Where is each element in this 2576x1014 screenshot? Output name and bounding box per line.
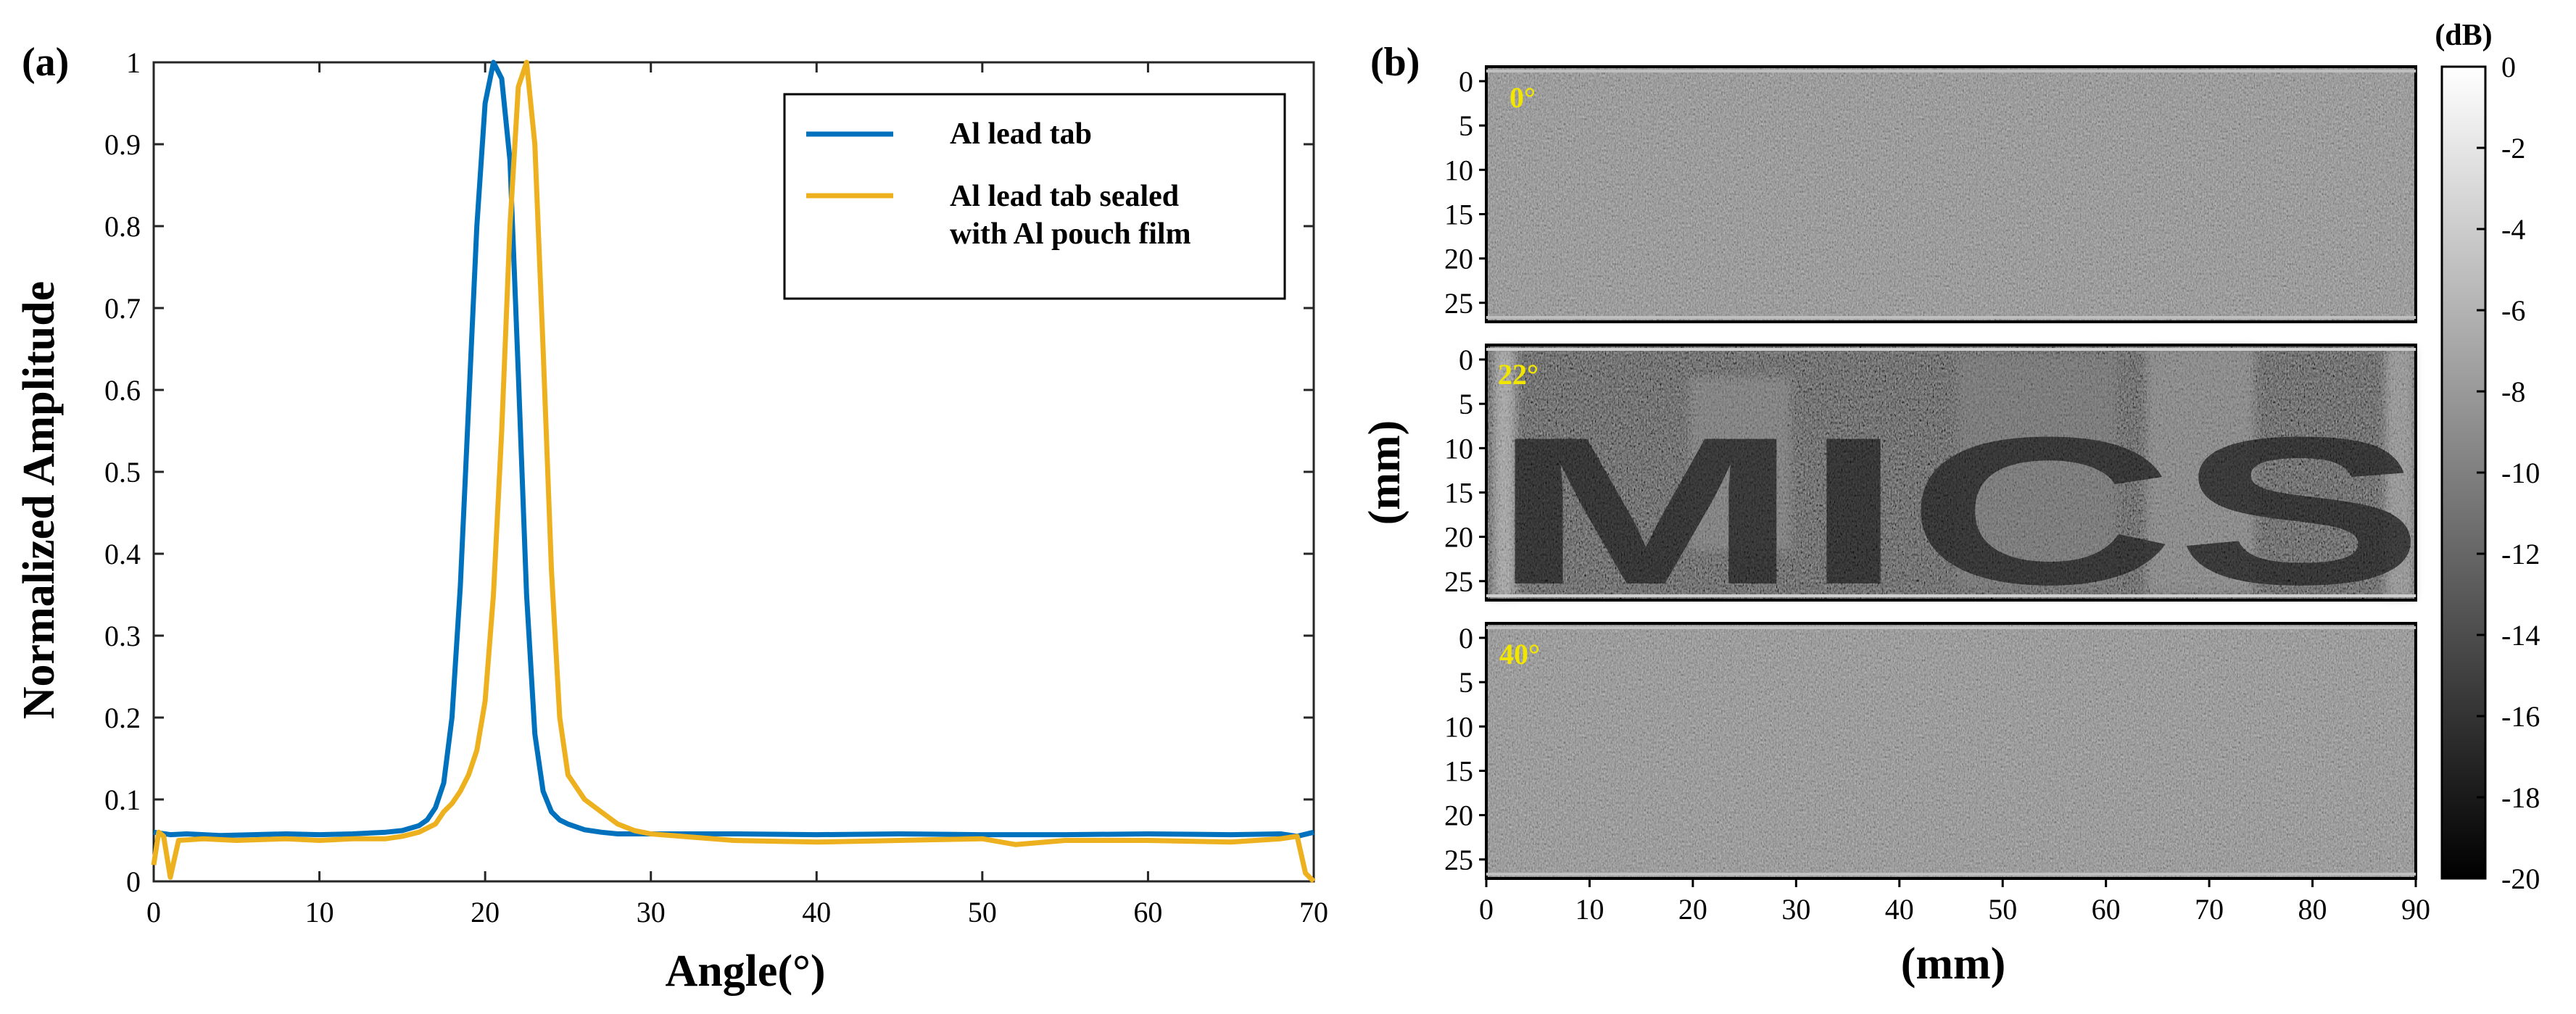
heatmap-y-tick-label: 25 (1444, 844, 1473, 876)
colorbar-tick-label: -2 (2501, 132, 2525, 165)
y-tick-label: 0.1 (104, 784, 141, 816)
heatmap-y-tick-label: 5 (1459, 388, 1473, 420)
heatmap-border (1485, 622, 2417, 880)
heatmap-subplot-40deg: 40° (1485, 622, 2417, 880)
heatmap-x-tick-label: 70 (2195, 893, 2224, 926)
y-tick-label: 0.4 (104, 538, 141, 570)
x-tick-label: 20 (471, 896, 500, 928)
heatmap-subplot-0deg: 0° (1485, 65, 2417, 323)
y-axis: 0 0.1 0.2 0.3 0.4 0.5 0.6 0.7 0.8 0.9 1 (104, 46, 1314, 898)
colorbar-tick-label: -18 (2501, 781, 2540, 814)
legend-label-al-lead-tab-sealed: Al lead tab sealed with Al pouch film (950, 180, 1191, 251)
heatmap-x-tick-label: 10 (1575, 893, 1604, 926)
colorbar-tick-label: -4 (2501, 213, 2525, 246)
colorbar-ticks: 0 -2 -4 -6 -8 -10 -12 -14 -16 -18 -20 (2477, 51, 2540, 895)
heatmap-y-tick-label: 0 (1459, 65, 1473, 98)
legend-text-line: Al lead tab sealed (950, 180, 1179, 213)
colorbar-tick-label: 0 (2501, 51, 2516, 83)
legend: Al lead tab Al lead tab sealed with Al po… (783, 93, 1286, 300)
x-tick-label: 10 (305, 896, 334, 928)
y-tick-label: 0 (126, 865, 141, 898)
colorbar-tick-label: -14 (2501, 619, 2540, 652)
heatmap-x-tick-label: 90 (2401, 893, 2430, 926)
colorbar-label: (dB) (2435, 19, 2492, 52)
x-axis: 0 10 20 30 40 50 60 70 (146, 62, 1328, 928)
y-tick-label: 0.8 (104, 210, 141, 243)
series-line-0 (153, 59, 1314, 839)
colorbar-tick-label: -8 (2501, 375, 2525, 408)
series-lines (151, 59, 1316, 884)
heatmap-y-tick-label: 5 (1459, 109, 1473, 142)
y-tick-label: 1 (126, 46, 141, 79)
heatmap-x-tick-label: 80 (2298, 893, 2327, 926)
heatmap-y-tick-label: 20 (1444, 521, 1473, 554)
y-tick-label: 0.6 (104, 374, 141, 407)
colorbar-tick-label: -20 (2501, 863, 2540, 895)
x-tick-label: 30 (637, 896, 666, 928)
legend-text-line: with Al pouch film (950, 217, 1191, 251)
heatmap-x-tick-label: 40 (1885, 893, 1914, 926)
heatmap-noise (1486, 623, 2416, 878)
x-tick-label: 0 (146, 896, 161, 928)
heatmap-y-tick-label: 20 (1444, 799, 1473, 832)
angle-label-0: 0° (1509, 81, 1536, 114)
heatmap-y-tick-label: 10 (1444, 710, 1473, 743)
heatmap-x-tick-label: 0 (1479, 893, 1494, 926)
heatmap-y-tick-label: 0 (1459, 622, 1473, 654)
legend-label-al-lead-tab: Al lead tab (950, 117, 1092, 151)
colorbar-tick-label: -10 (2501, 457, 2540, 489)
heatmap-noise-overlay (1486, 345, 2416, 600)
heatmap-x-axis: 0 10 20 30 40 50 60 70 80 90 (1479, 878, 2430, 926)
legend-text-line: Al lead tab (950, 117, 1092, 151)
heatmap-y-tick-label: 0 (1459, 344, 1473, 376)
heatmap-y-axis-title: (mm) (1360, 420, 1409, 525)
heatmap-x-tick-label: 60 (2092, 893, 2121, 926)
colorbar: (dB) 0 -2 -4 -6 -8 -10 -12 -14 -16 -18 -20 (2435, 19, 2540, 895)
heatmap-y-tick-label: 25 (1444, 565, 1473, 598)
heatmap-x-tick-label: 50 (1988, 893, 2017, 926)
heatmap-y-axes: 0 5 10 15 20 25 0 5 10 15 20 25 0 5 10 15 20 25 (1444, 65, 1486, 876)
heatmap-x-tick-label: 30 (1781, 893, 1810, 926)
x-tick-label: 70 (1299, 896, 1328, 928)
heatmap-y-tick-label: 20 (1444, 243, 1473, 275)
x-axis-title: Angle(°) (665, 947, 825, 996)
y-tick-label: 0.3 (104, 620, 141, 652)
heatmap-panel: (b) 0° MICS 22° (1360, 19, 2540, 989)
panel-label-b: (b) (1370, 40, 1420, 85)
colorbar-tick-label: -16 (2501, 700, 2540, 733)
heatmap-y-tick-label: 25 (1444, 287, 1473, 320)
panel-label-a: (a) (22, 40, 69, 85)
heatmap-subplot-22deg: MICS 22° (1485, 344, 2425, 628)
angle-label-22: 22° (1498, 358, 1538, 391)
heatmap-y-tick-label: 10 (1444, 154, 1473, 186)
y-tick-label: 0.5 (104, 456, 141, 489)
series-line-1 (151, 59, 1316, 884)
heatmap-y-tick-label: 15 (1444, 476, 1473, 509)
x-tick-label: 40 (802, 896, 831, 928)
colorbar-tick-label: -12 (2501, 538, 2540, 570)
heatmap-y-tick-label: 5 (1459, 666, 1473, 699)
heatmap-y-tick-label: 15 (1444, 198, 1473, 230)
x-tick-label: 60 (1133, 896, 1162, 928)
heatmap-x-tick-label: 20 (1678, 893, 1707, 926)
y-axis-title: Normalized Amplitude (15, 281, 64, 719)
heatmap-x-axis-title: (mm) (1901, 939, 2006, 989)
heatmap-border (1485, 344, 2417, 602)
colorbar-tick-label: -6 (2501, 294, 2525, 327)
y-tick-label: 0.9 (104, 128, 141, 161)
angle-label-40: 40° (1499, 638, 1540, 670)
heatmap-border (1485, 65, 2417, 323)
y-tick-label: 0.2 (104, 702, 141, 734)
heatmap-noise (1486, 67, 2416, 322)
x-tick-label: 50 (968, 896, 997, 928)
heatmap-y-tick-label: 10 (1444, 432, 1473, 465)
line-chart-panel: (a) 0 0.1 0.2 0.3 0.4 0.5 0.6 0.7 0.8 0.9 1 0 10 20 3… (15, 40, 1328, 996)
heatmap-y-tick-label: 15 (1444, 755, 1473, 787)
y-tick-label: 0.7 (104, 292, 141, 325)
